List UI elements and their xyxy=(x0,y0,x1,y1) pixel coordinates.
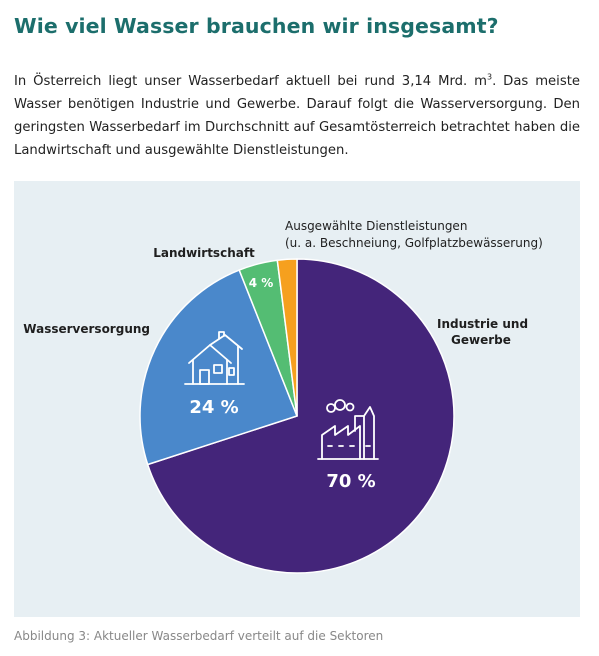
slice-label-dienstleistungen: Ausgewählte Dienstleistungen xyxy=(285,219,467,233)
slice-label-wasserversorgung: Wasserversorgung xyxy=(23,322,150,336)
slice-value-wasserversorgung: 24 % xyxy=(189,397,238,418)
intro-text-rest: . Das meiste Wasser benötigen Industrie … xyxy=(14,74,580,158)
intro-paragraph: In Österreich liegt unser Wasserbedarf a… xyxy=(14,70,580,162)
slice-label-industrie: Industrie und Gewerbe xyxy=(437,317,532,347)
page-title: Wie viel Wasser brauchen wir insgesamt? xyxy=(14,14,499,38)
slice-label-landwirtschaft: Landwirtschaft xyxy=(153,246,255,260)
figure-caption: Abbildung 3: Aktueller Wasserbedarf vert… xyxy=(14,629,384,643)
slice-label-industrie-line-2: Gewerbe xyxy=(451,333,511,347)
chart-panel: Industrie und Gewerbe Wasserversorgung L… xyxy=(14,181,580,617)
slice-label-industrie-line-1: Industrie und xyxy=(437,317,528,331)
pie-chart: Industrie und Gewerbe Wasserversorgung L… xyxy=(23,219,543,574)
pie-slice-3 xyxy=(276,258,298,417)
slice-sublabel-dienstleistungen: (u. a. Beschneiung, Golfplatzbewässerung… xyxy=(285,236,543,250)
slice-value-industrie: 70 % xyxy=(326,471,375,492)
factory-icon xyxy=(317,399,379,460)
slice-value-landwirtschaft: 4 % xyxy=(249,276,274,290)
pie-slices xyxy=(139,258,455,574)
intro-text: In Österreich liegt unser Wasserbedarf a… xyxy=(14,74,487,89)
house-icon xyxy=(184,331,245,385)
intro-superscript: 3 xyxy=(486,72,493,82)
pie-slice-0 xyxy=(146,258,455,574)
